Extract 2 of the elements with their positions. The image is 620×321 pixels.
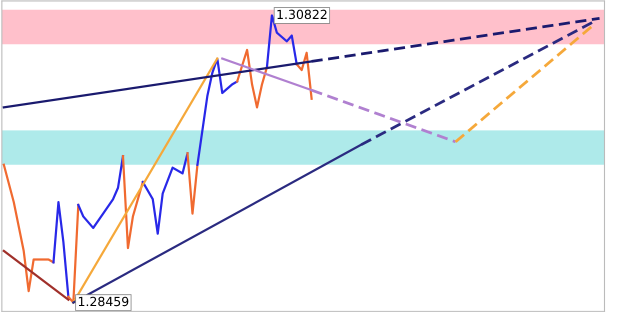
- annotation: 1.30822: [277, 10, 327, 20]
- annotation: 1.28459: [78, 296, 128, 306]
